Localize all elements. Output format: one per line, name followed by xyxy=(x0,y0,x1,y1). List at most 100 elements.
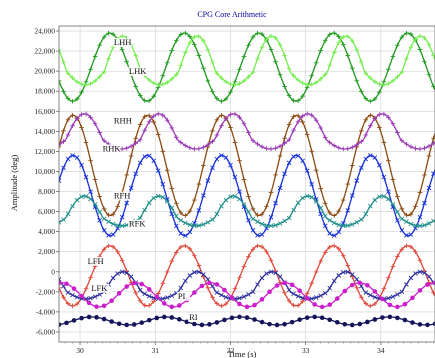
y-tick-label: 14,000 xyxy=(34,127,55,136)
series-label-rhk: RHK xyxy=(103,143,122,153)
data-point-pi xyxy=(116,291,122,296)
gridlines xyxy=(59,26,435,342)
data-point-lhh xyxy=(151,93,157,99)
data-point-lfh xyxy=(65,301,71,306)
data-point-ri xyxy=(282,321,287,327)
data-point-rhk xyxy=(241,121,247,127)
data-point-ri xyxy=(64,320,69,326)
series-label-bg xyxy=(86,256,106,266)
data-point-pi xyxy=(64,281,69,287)
data-point-rhh xyxy=(259,211,265,217)
data-point-rhh xyxy=(322,201,328,206)
y-tick-label: 10,000 xyxy=(34,167,55,176)
data-point-rfh xyxy=(300,158,305,164)
data-point-lhh xyxy=(291,98,296,103)
data-point-lfk xyxy=(372,294,378,300)
data-point-lhh xyxy=(214,96,220,101)
data-point-lfk xyxy=(237,295,242,301)
data-point-rhk xyxy=(372,116,378,121)
data-point-lhh xyxy=(404,30,409,36)
data-point-lfk xyxy=(219,292,224,298)
data-point-lfk xyxy=(65,290,71,295)
data-point-rfh xyxy=(291,154,296,159)
data-point-lfh xyxy=(408,244,414,250)
data-point-rhk xyxy=(340,146,346,152)
data-point-lhh xyxy=(368,98,373,104)
plot-frame xyxy=(58,25,435,343)
data-point-rfk xyxy=(363,211,369,217)
data-point-rfh xyxy=(173,223,179,229)
data-point-rfh xyxy=(273,200,278,206)
data-point-lfk xyxy=(309,296,314,301)
data-point-rhh xyxy=(349,163,355,168)
data-point-lfh xyxy=(250,246,256,252)
data-point-rfk xyxy=(228,194,233,199)
data-point-lfk xyxy=(340,270,346,275)
data-point-lhh xyxy=(336,34,342,39)
data-point-lfh xyxy=(363,301,369,306)
data-point-rhk xyxy=(264,146,269,151)
data-point-rhk xyxy=(201,144,206,150)
data-point-lfk xyxy=(404,282,409,287)
series-label-bg xyxy=(112,38,132,48)
data-point-pi xyxy=(432,280,435,286)
data-point-rfh xyxy=(214,156,220,162)
series-label-bg xyxy=(127,67,147,77)
data-point-rhh xyxy=(178,210,184,216)
data-point-rfk xyxy=(340,223,346,229)
data-point-lhk xyxy=(381,82,387,88)
data-point-lhk xyxy=(101,69,107,75)
data-point-lhh xyxy=(246,42,251,48)
data-point-rfh xyxy=(277,185,283,191)
data-point-lfh xyxy=(205,285,211,291)
data-point-lhh xyxy=(255,30,260,36)
data-point-ri xyxy=(59,322,62,327)
data-point-rfk xyxy=(115,223,120,228)
data-point-pi xyxy=(146,287,152,292)
data-point-rhk xyxy=(304,111,310,117)
data-point-lhh xyxy=(174,38,179,43)
data-point-pi xyxy=(161,301,167,306)
data-point-rfk xyxy=(273,222,278,228)
data-point-rfk xyxy=(322,213,328,219)
data-point-rhk xyxy=(291,127,296,133)
data-point-lhh xyxy=(137,93,143,98)
data-point-lfh xyxy=(187,246,193,252)
data-point-rfh xyxy=(331,233,337,238)
data-point-rhk xyxy=(83,111,89,117)
data-point-lfk xyxy=(327,285,333,291)
data-point-rhk xyxy=(399,138,405,144)
data-point-rhh xyxy=(70,113,75,118)
data-point-rhh xyxy=(331,213,337,218)
data-point-lhk xyxy=(119,33,125,39)
data-point-rhh xyxy=(313,167,319,173)
y-tick-label: -4,000 xyxy=(36,307,56,316)
data-point-rhh xyxy=(336,208,342,214)
data-point-lhk xyxy=(359,59,364,65)
data-point-lhh xyxy=(164,60,170,66)
data-point-ri xyxy=(146,317,152,323)
data-point-lhk xyxy=(431,53,435,58)
data-point-rhh xyxy=(246,194,251,199)
data-point-lhk xyxy=(372,79,378,84)
data-point-lhh xyxy=(300,93,305,99)
data-point-lfk xyxy=(241,294,247,300)
data-point-rhk xyxy=(417,146,423,152)
data-point-rfh xyxy=(399,227,405,233)
x-tick-label: 34 xyxy=(377,346,385,355)
data-point-rhk xyxy=(142,127,148,133)
data-point-rfk xyxy=(59,219,62,225)
data-point-rhh xyxy=(268,190,274,195)
data-point-lhh xyxy=(318,48,323,53)
data-point-lfk xyxy=(273,270,278,276)
data-point-lhh xyxy=(349,65,355,71)
data-point-rfk xyxy=(354,219,360,225)
x-tick-label: 33 xyxy=(302,346,310,355)
data-point-rfh xyxy=(404,232,409,238)
data-point-rhh xyxy=(133,136,139,141)
data-point-lfh xyxy=(178,244,184,250)
data-point-rhh xyxy=(187,208,193,214)
data-point-lfk xyxy=(417,269,423,275)
data-point-lhh xyxy=(79,89,84,95)
data-point-pi xyxy=(387,302,393,308)
